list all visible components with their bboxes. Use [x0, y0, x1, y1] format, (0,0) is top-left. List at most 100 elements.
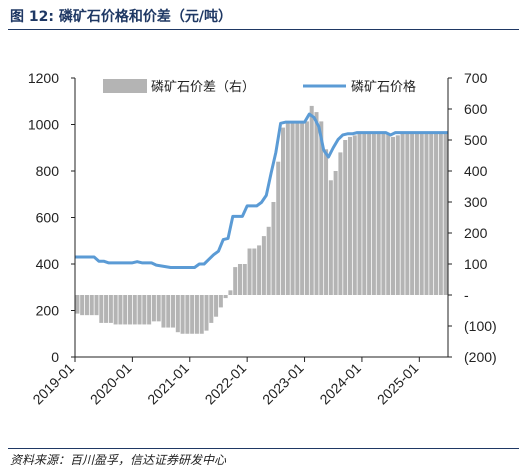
- spread-bar: [108, 295, 113, 323]
- spread-bar: [309, 105, 314, 296]
- right-axis-tick-label: -: [464, 287, 469, 303]
- spread-bar: [75, 295, 80, 314]
- spread-bar: [127, 295, 133, 325]
- spread-bar: [333, 171, 338, 295]
- spread-bar: [391, 136, 396, 295]
- figure-title: 图 12: 磷矿石价格和价差（元/吨）: [10, 9, 232, 25]
- left-axis-tick-label: 400: [36, 256, 60, 272]
- spread-bar: [300, 121, 305, 296]
- spread-bar: [261, 236, 266, 295]
- spread-bar: [266, 226, 271, 295]
- right-axis-tick-label: 500: [464, 132, 488, 148]
- spread-bar: [237, 264, 242, 295]
- header-rule: [8, 29, 519, 30]
- spread-bar: [357, 133, 362, 295]
- left-axis-tick-label: 1200: [28, 70, 59, 86]
- x-axis-tick-label: 2024-01: [316, 360, 364, 408]
- spread-bar: [147, 295, 152, 325]
- right-axis-tick-label: 400: [464, 163, 488, 179]
- spread-bar: [271, 202, 276, 295]
- spread-bar: [171, 295, 176, 328]
- spread-bar: [223, 295, 228, 299]
- left-axis-tick-label: 0: [51, 349, 59, 365]
- x-axis-tick-label: 2025-01: [374, 360, 422, 408]
- spread-bar: [218, 295, 223, 308]
- right-axis-tick-label: 200: [464, 225, 488, 241]
- spread-bar: [123, 295, 128, 325]
- spread-bar: [190, 295, 195, 334]
- spread-bar: [304, 121, 309, 296]
- spread-bar: [324, 149, 329, 295]
- spread-bar: [94, 295, 99, 316]
- spread-bar: [434, 133, 439, 295]
- spread-bar: [429, 133, 434, 295]
- spread-bar: [400, 133, 405, 295]
- legend-spread-swatch: [103, 79, 147, 93]
- x-axis-tick-label: 2023-01: [259, 360, 307, 408]
- spread-bar: [209, 295, 214, 323]
- spread-bar: [295, 121, 300, 296]
- spread-bar: [386, 133, 391, 295]
- spread-bar: [175, 295, 180, 333]
- x-axis-tick-label: 2021-01: [144, 360, 192, 408]
- spread-bar: [352, 135, 357, 295]
- spread-bar: [242, 264, 247, 295]
- right-axis-tick-label: 100: [464, 256, 488, 272]
- spread-bar: [247, 248, 252, 295]
- spread-bar: [328, 180, 333, 295]
- spread-bar: [199, 295, 204, 334]
- spread-bar: [89, 295, 94, 316]
- right-axis-tick-label: (200): [464, 349, 497, 365]
- spread-bar: [343, 140, 348, 295]
- left-axis-tick-label: 200: [36, 303, 60, 319]
- spread-bar: [319, 121, 324, 296]
- legend-spread-label: 磷矿石价差（右）: [151, 80, 255, 95]
- spread-bar: [410, 133, 415, 295]
- footer-rule: [8, 448, 519, 449]
- spread-bar: [419, 133, 424, 295]
- right-axis-tick-label: 300: [464, 194, 488, 210]
- spread-bar: [290, 121, 295, 296]
- spread-bar: [151, 295, 156, 322]
- price-line: [75, 112, 448, 269]
- right-axis-tick-label: 600: [464, 101, 488, 117]
- spread-bar: [137, 295, 142, 325]
- spread-bar: [228, 290, 233, 295]
- spread-bar: [257, 245, 262, 295]
- figure-header: 图 12: 磷矿石价格和价差（元/吨）: [0, 0, 527, 30]
- spread-bar: [338, 152, 343, 295]
- spread-bar: [276, 161, 281, 295]
- legend-price-label: 磷矿石价格: [351, 79, 416, 95]
- left-axis-tick-label: 800: [36, 163, 60, 179]
- spread-bar: [252, 248, 257, 295]
- spread-bar: [381, 133, 386, 295]
- x-axis-tick-label: 2022-01: [202, 360, 250, 408]
- spread-bar: [113, 295, 118, 325]
- spread-bar: [132, 295, 137, 325]
- x-axis-tick-label: 2019-01: [29, 360, 77, 408]
- spread-bar: [118, 295, 123, 325]
- figure-source: 资料来源：百川盈孚，信达证券研发中心: [10, 453, 227, 467]
- spread-bar: [80, 295, 85, 316]
- spread-bar: [376, 133, 381, 295]
- spread-bar: [443, 133, 448, 295]
- spread-bar: [142, 295, 147, 325]
- spread-bar: [214, 295, 219, 317]
- spread-bar: [424, 133, 429, 295]
- spread-bar: [438, 133, 443, 295]
- spread-bar: [99, 295, 104, 323]
- left-axis-tick-label: 1000: [28, 117, 59, 133]
- spread-bar: [185, 295, 190, 334]
- spread-bar: [405, 133, 410, 295]
- spread-bar: [362, 133, 367, 295]
- spread-bar: [347, 136, 352, 295]
- spread-bar: [161, 295, 166, 328]
- spread-bar: [233, 267, 238, 295]
- spread-bar: [166, 295, 171, 328]
- spread-bar: [314, 112, 319, 295]
- spread-bar: [84, 295, 89, 316]
- chart: 0 200 400 600 800 1000 1200 (200) (100) - 100 200 30…: [28, 70, 497, 408]
- spread-bar: [104, 295, 109, 323]
- spread-bar: [204, 295, 209, 331]
- spread-bar: [367, 133, 372, 295]
